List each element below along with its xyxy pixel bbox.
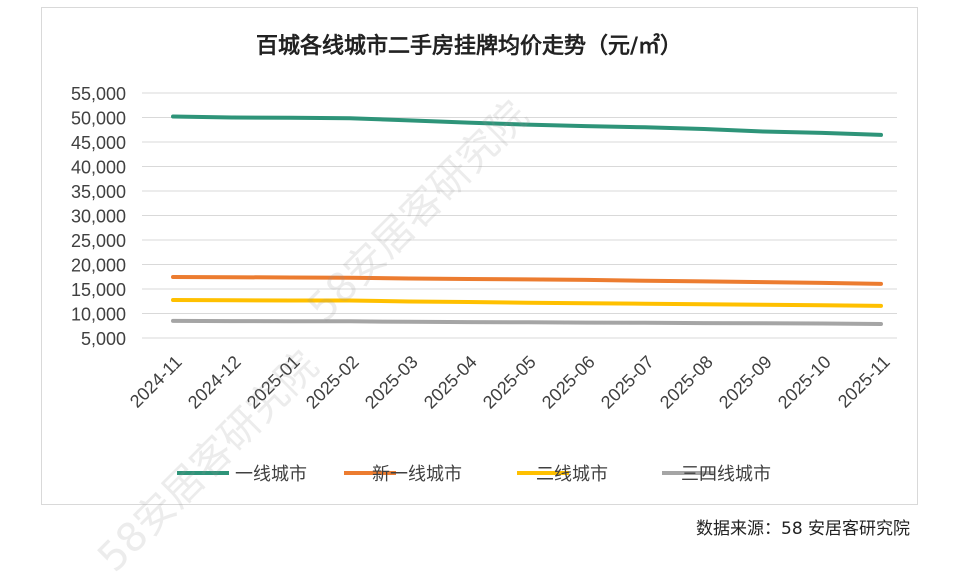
x-tick-label: 2025-03 <box>361 352 422 413</box>
y-tick-label: 45,000 <box>71 133 126 153</box>
series-line <box>171 275 883 286</box>
y-tick-label: 10,000 <box>71 305 126 325</box>
series-line <box>171 318 883 326</box>
y-tick-label: 40,000 <box>71 158 126 178</box>
x-tick-label: 2025-04 <box>420 352 481 413</box>
x-tick-label: 2025-06 <box>538 352 599 413</box>
y-tick-label: 30,000 <box>71 207 126 227</box>
legend-label: 一线城市 <box>235 464 307 485</box>
x-tick-label: 2024-11 <box>126 352 186 412</box>
y-tick-label: 50,000 <box>71 109 126 129</box>
x-tick-label: 2025-08 <box>656 352 717 413</box>
y-tick-label: 15,000 <box>71 280 126 300</box>
source-note: 数据来源：58 安居客研究院 <box>696 519 911 539</box>
x-tick-label: 2025-10 <box>774 352 835 413</box>
y-tick-label: 20,000 <box>71 256 126 276</box>
y-tick-label: 55,000 <box>71 84 126 104</box>
chart-frame: 百城各线城市二手房挂牌均价走势（元/㎡） 55,000 50,000 45,000 40… <box>41 7 918 505</box>
series-line <box>171 114 883 137</box>
x-tick-label: 2025-11 <box>834 352 894 412</box>
legend-label: 新一线城市 <box>372 464 462 485</box>
y-tick-label: 25,000 <box>71 231 126 251</box>
series-line <box>171 298 883 308</box>
y-tick-label: 5,000 <box>81 329 126 349</box>
chart-title: 百城各线城市二手房挂牌均价走势（元/㎡） <box>256 33 682 59</box>
x-tick-label: 2025-09 <box>715 352 776 413</box>
line-chart: 百城各线城市二手房挂牌均价走势（元/㎡） 55,000 50,000 45,000 40… <box>71 33 897 485</box>
legend-label: 二线城市 <box>536 464 608 485</box>
x-tick-label: 2024-12 <box>184 352 245 413</box>
x-tick-label: 2025-05 <box>479 352 540 413</box>
legend-label: 三四线城市 <box>681 464 771 485</box>
x-tick-label: 2025-01 <box>243 352 304 413</box>
x-tick-label: 2025-07 <box>597 352 658 413</box>
y-tick-label: 35,000 <box>71 182 126 202</box>
x-tick-label: 2025-02 <box>302 352 363 413</box>
